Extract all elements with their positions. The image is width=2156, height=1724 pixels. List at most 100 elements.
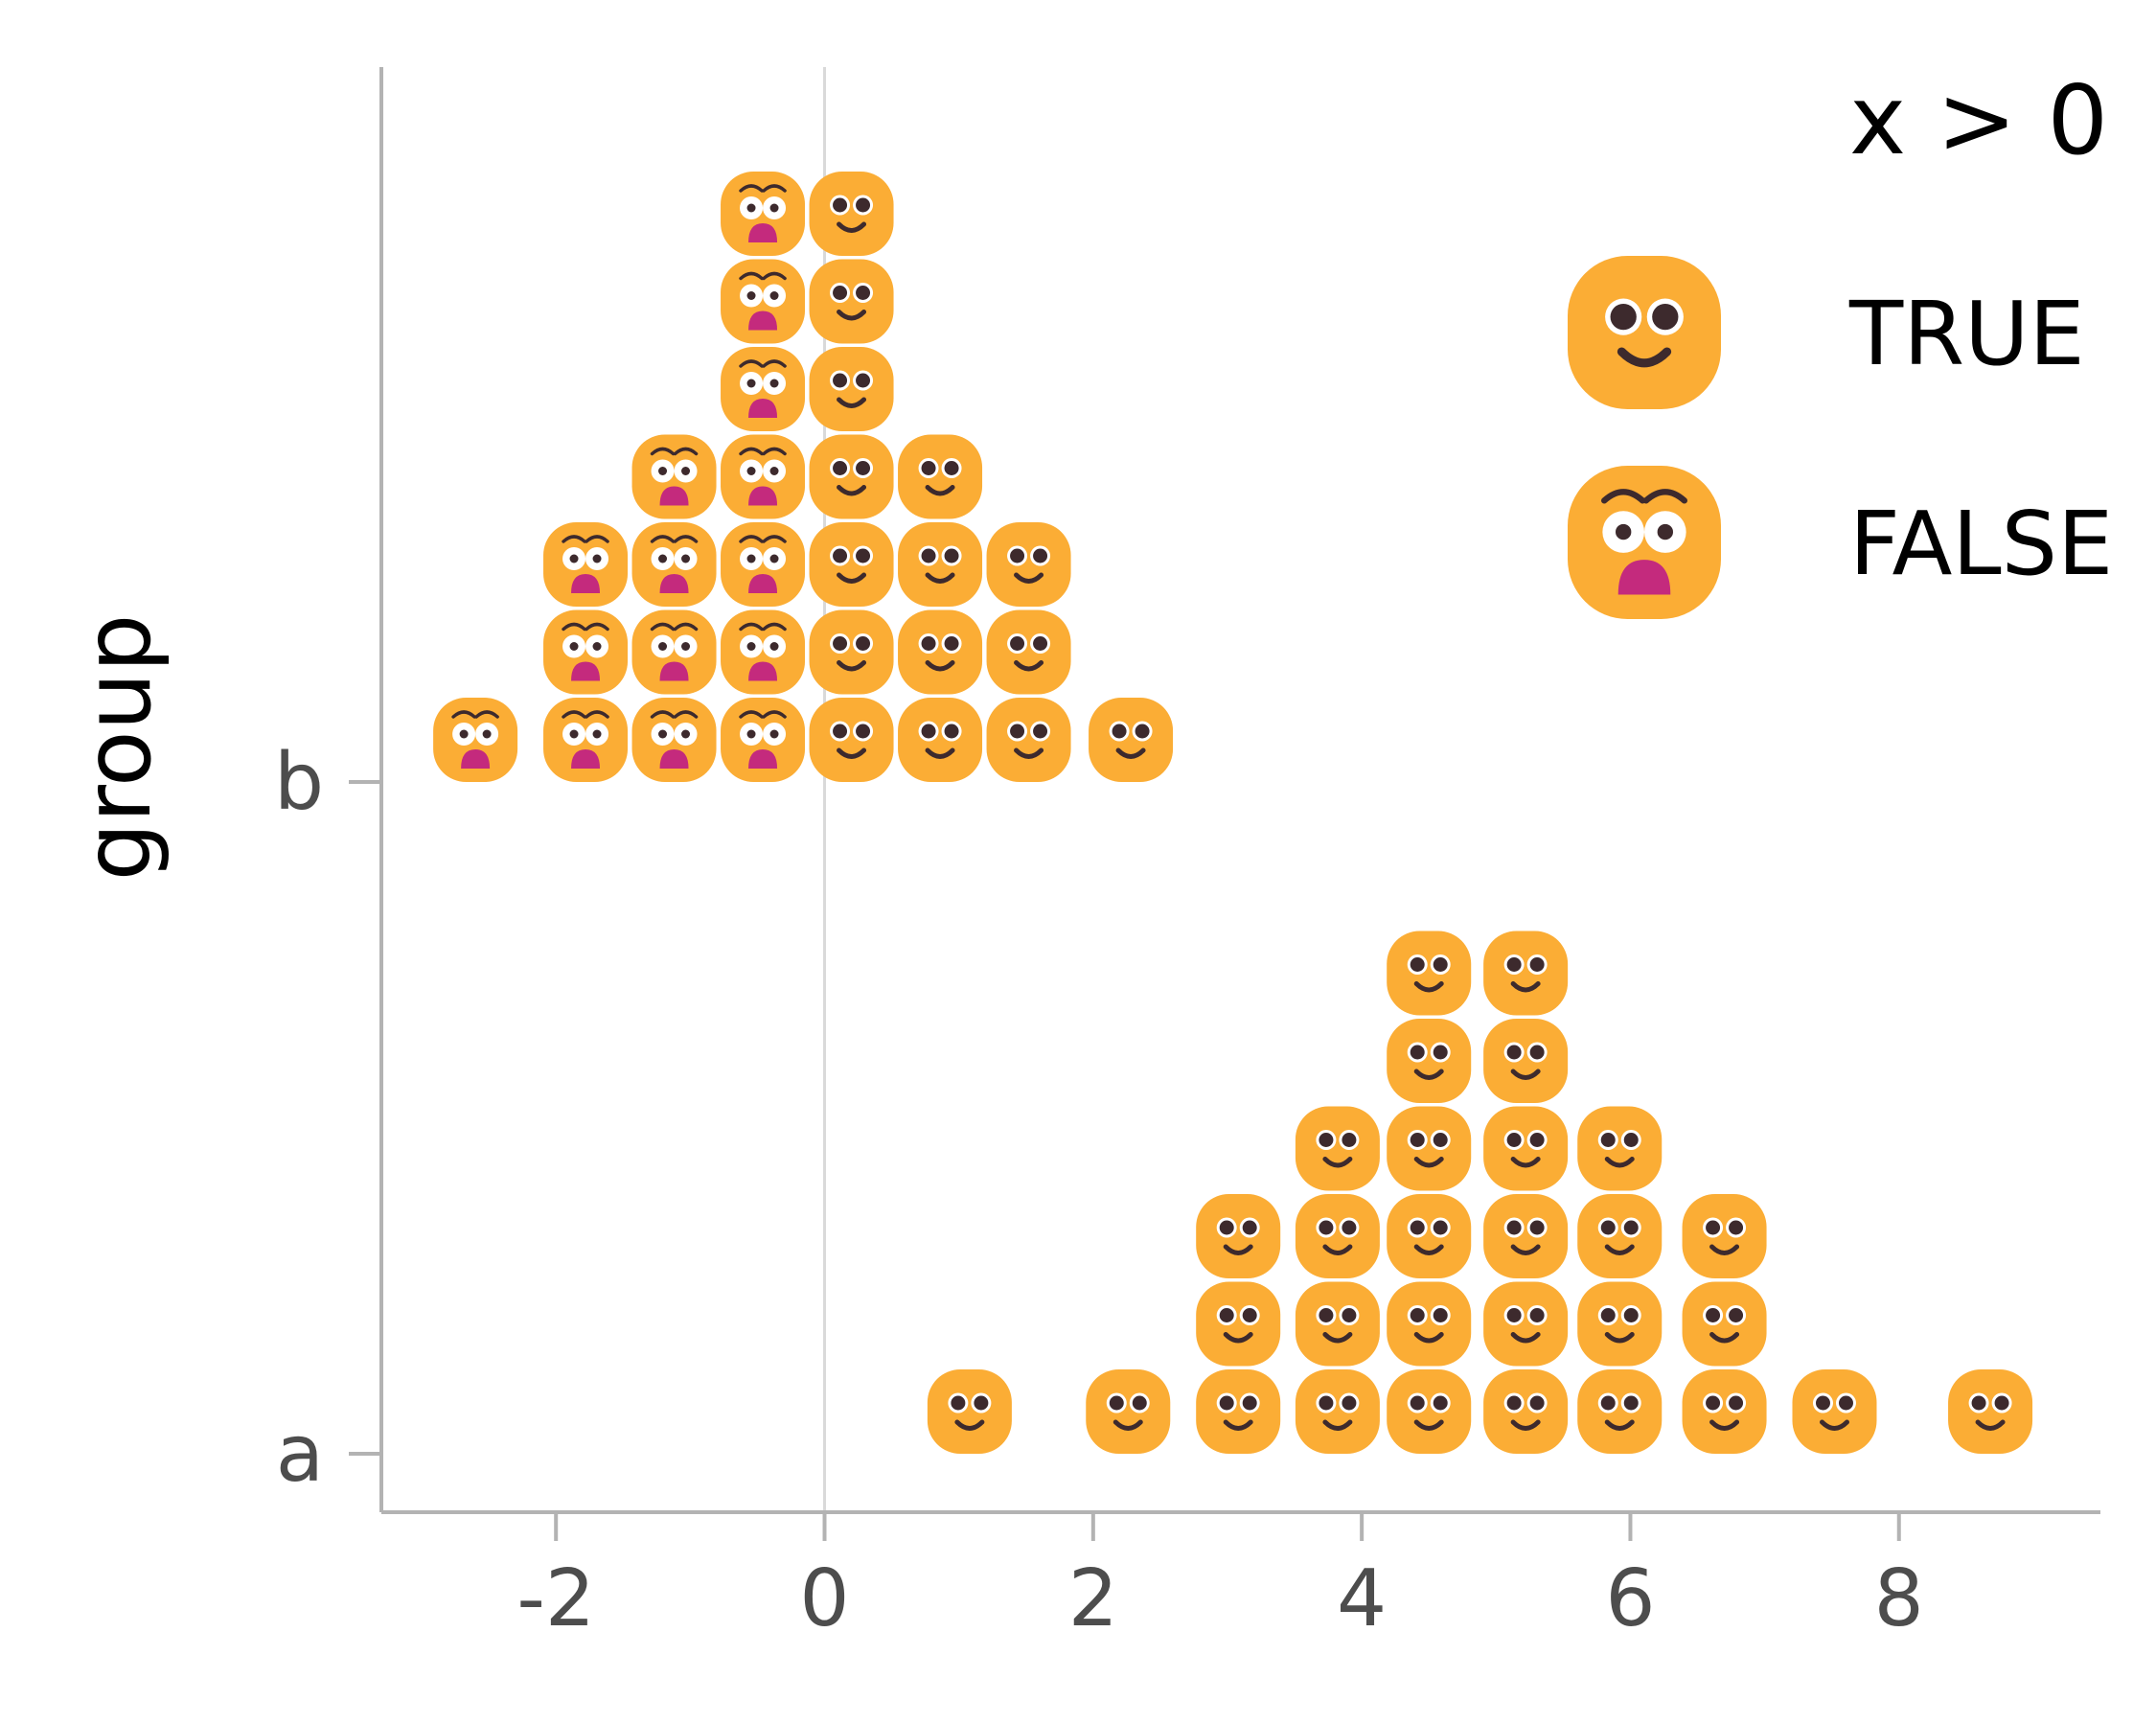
smiling-face-dot bbox=[809, 698, 894, 782]
face-shape bbox=[543, 698, 629, 782]
smiling-face-dot bbox=[1682, 1369, 1767, 1454]
face-shape bbox=[986, 698, 1071, 782]
flushed-face-dot bbox=[543, 522, 629, 607]
smiling-face-dot bbox=[1387, 1106, 1472, 1191]
smiling-face-dot bbox=[809, 259, 894, 344]
plot-area bbox=[433, 67, 2033, 1512]
x-tick-label: 0 bbox=[799, 1553, 849, 1644]
smiling-face-dot bbox=[809, 347, 894, 431]
face-shape bbox=[1089, 698, 1174, 782]
x-tick-label: 4 bbox=[1337, 1553, 1387, 1644]
smiling-face-dot bbox=[927, 1369, 1012, 1454]
flushed-face-dot bbox=[433, 698, 518, 782]
face-shape bbox=[809, 609, 894, 695]
face-shape bbox=[1086, 1369, 1171, 1454]
face-shape bbox=[1295, 1281, 1380, 1367]
y-axis-ticks: ab bbox=[274, 737, 381, 1500]
face-shape bbox=[1792, 1369, 1877, 1454]
face-shape bbox=[1196, 1194, 1281, 1278]
smiling-face-dot bbox=[1577, 1106, 1663, 1191]
x-axis-ticks: -2 0 2 4 6 8 bbox=[516, 1512, 1924, 1644]
smiling-face-dot bbox=[898, 698, 983, 782]
face-shape bbox=[1568, 256, 1721, 409]
face-shape bbox=[1196, 1281, 1281, 1367]
face-shape bbox=[543, 522, 629, 607]
flushed-face-dot bbox=[631, 698, 717, 782]
smiling-face-dot bbox=[1196, 1281, 1281, 1367]
face-shape bbox=[433, 698, 518, 782]
face-shape bbox=[809, 698, 894, 782]
face-shape bbox=[1483, 1019, 1569, 1103]
face-shape bbox=[721, 172, 806, 256]
legend-title: x > 0 bbox=[1849, 64, 2108, 176]
smiling-face-dot bbox=[1089, 698, 1174, 782]
face-shape bbox=[1577, 1369, 1663, 1454]
flushed-face-dot bbox=[721, 259, 806, 344]
face-shape bbox=[898, 698, 983, 782]
smiling-face-dot bbox=[1295, 1281, 1380, 1367]
face-shape bbox=[986, 522, 1071, 607]
face-shape bbox=[927, 1369, 1012, 1454]
face-shape bbox=[986, 609, 1071, 695]
face-shape bbox=[809, 259, 894, 344]
smiling-face-dot bbox=[1387, 1281, 1472, 1367]
face-shape bbox=[1568, 466, 1721, 619]
smiling-face-dot bbox=[1295, 1194, 1380, 1278]
flushed-face-dot bbox=[721, 172, 806, 256]
smiling-face-dot bbox=[1682, 1281, 1767, 1367]
face-shape bbox=[1483, 1194, 1569, 1278]
face-shape bbox=[1387, 1019, 1472, 1103]
smiling-face-dot bbox=[986, 609, 1071, 695]
face-shape bbox=[1387, 1194, 1472, 1278]
face-shape bbox=[1682, 1281, 1767, 1367]
smiling-face-dot bbox=[1483, 1194, 1569, 1278]
smiling-face-dot bbox=[1948, 1369, 2033, 1454]
face-shape bbox=[1387, 1369, 1472, 1454]
face-shape bbox=[1682, 1369, 1767, 1454]
face-shape bbox=[721, 347, 806, 431]
smiling-face-dot bbox=[1196, 1369, 1281, 1454]
smiling-face-dot bbox=[986, 698, 1071, 782]
face-shape bbox=[898, 522, 983, 607]
smiling-face-dot bbox=[1483, 1106, 1569, 1191]
flushed-face-icon bbox=[1568, 466, 1721, 619]
x-tick-label: 8 bbox=[1874, 1553, 1924, 1644]
smiling-face-dot bbox=[1682, 1194, 1767, 1278]
smiling-face-dot bbox=[898, 522, 983, 607]
y-tick-label: b bbox=[274, 737, 324, 828]
face-shape bbox=[721, 698, 806, 782]
face-shape bbox=[1577, 1106, 1663, 1191]
y-axis-title: group bbox=[64, 614, 172, 882]
legend: x > 0 TRUE FALSE bbox=[1568, 64, 2113, 619]
face-shape bbox=[898, 434, 983, 519]
smiling-face-dot bbox=[1196, 1194, 1281, 1278]
x-tick-label: 6 bbox=[1605, 1553, 1655, 1644]
flushed-face-dot bbox=[631, 434, 717, 519]
face-shape bbox=[631, 434, 717, 519]
smiling-face-dot bbox=[1577, 1369, 1663, 1454]
face-shape bbox=[809, 434, 894, 519]
smiling-face-dot bbox=[898, 609, 983, 695]
face-shape bbox=[1387, 1106, 1472, 1191]
smiling-face-dot bbox=[1295, 1106, 1380, 1191]
smiling-face-dot bbox=[1577, 1194, 1663, 1278]
face-shape bbox=[809, 522, 894, 607]
flushed-face-dot bbox=[721, 347, 806, 431]
flushed-face-dot bbox=[631, 609, 717, 695]
face-shape bbox=[1295, 1369, 1380, 1454]
face-shape bbox=[1948, 1369, 2033, 1454]
flushed-face-dot bbox=[721, 434, 806, 519]
flushed-face-dot bbox=[543, 698, 629, 782]
face-shape bbox=[809, 347, 894, 431]
x-tick-label: -2 bbox=[516, 1553, 595, 1644]
face-shape bbox=[543, 609, 629, 695]
smiling-face-dot bbox=[1483, 1281, 1569, 1367]
smiling-face-dot bbox=[809, 609, 894, 695]
flushed-face-dot bbox=[543, 609, 629, 695]
flushed-face-dot bbox=[721, 698, 806, 782]
smiling-face-dot bbox=[1387, 1019, 1472, 1103]
face-shape bbox=[631, 609, 717, 695]
smiling-face-dot bbox=[809, 522, 894, 607]
smiling-face-dot bbox=[1387, 1369, 1472, 1454]
